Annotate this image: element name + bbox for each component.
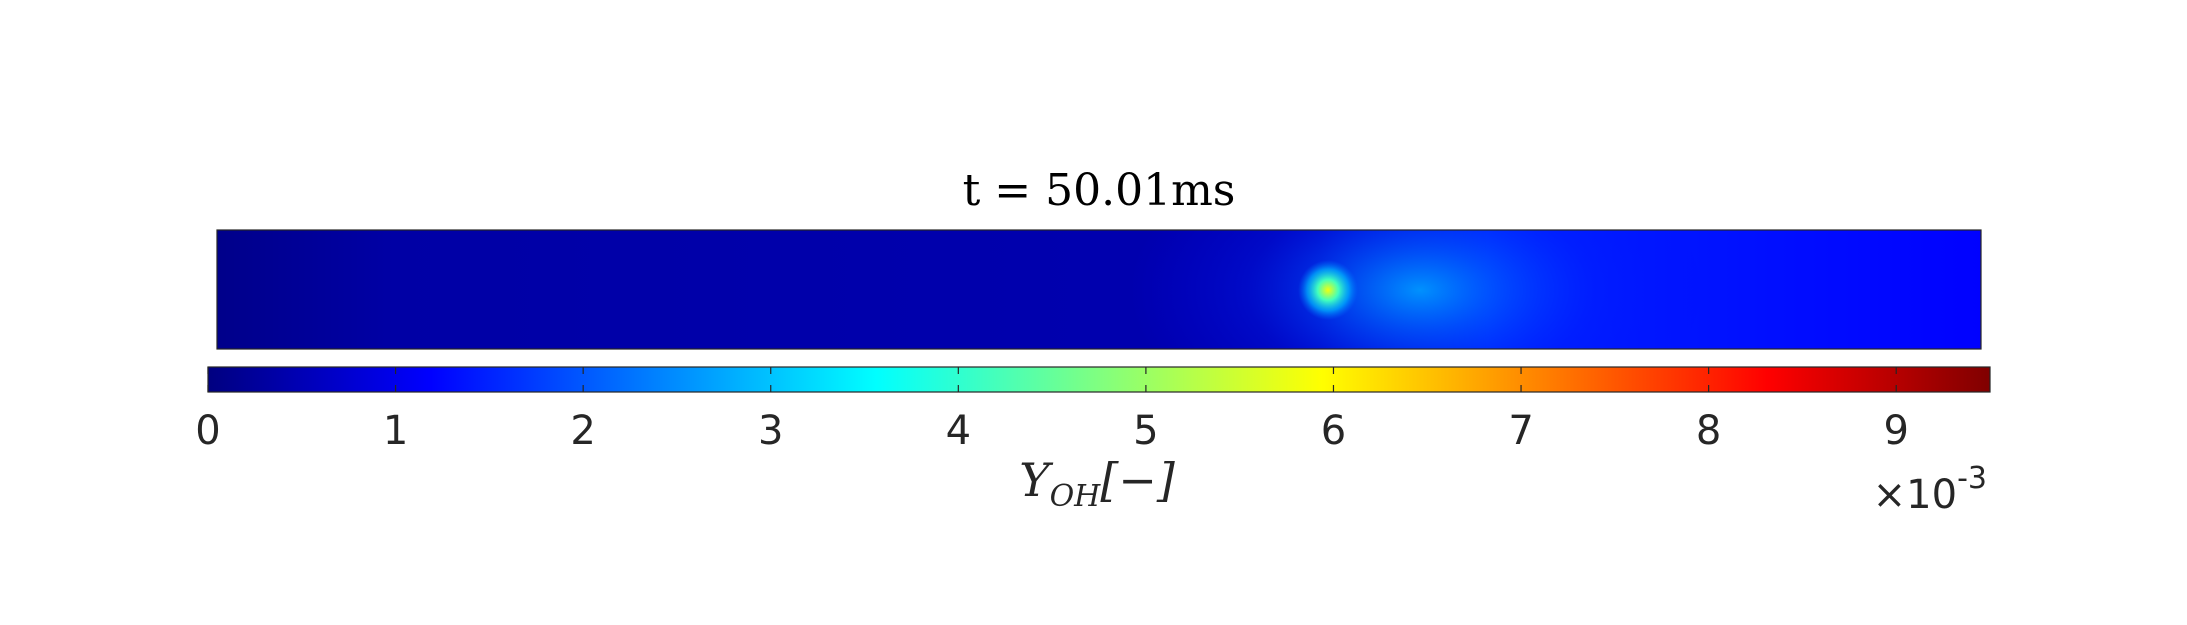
colorbar-label-main: Y [1019, 453, 1054, 507]
colorbar-tick-label: 1 [383, 408, 408, 454]
colorbar-bar [207, 366, 1991, 393]
colorbar-tick-label: 5 [1133, 408, 1158, 454]
colorbar-tick-label: 4 [946, 408, 971, 454]
field-hot-spot [1298, 260, 1358, 320]
field-plot [217, 230, 1981, 349]
colorbar-tick-label: 6 [1321, 408, 1346, 454]
colorbar-tick-label: 3 [758, 408, 783, 454]
field-plume [1130, 230, 1710, 349]
exponent-multiplier: ×10 [1873, 472, 1957, 518]
colorbar-tick-label: 2 [570, 408, 595, 454]
colorbar: 0 1 2 3 4 5 6 7 8 9 ×10-3 YOH[−] [195, 366, 1991, 518]
field-background [217, 230, 1981, 349]
colorbar-exponent: ×10-3 [1873, 461, 1987, 518]
colorbar-tick-labels: 0 1 2 3 4 5 6 7 8 9 [195, 408, 1909, 454]
colorbar-tick-label: 7 [1508, 408, 1533, 454]
colorbar-label: YOH[−] [1019, 453, 1175, 514]
exponent-power: -3 [1957, 461, 1987, 496]
field-frame [216, 229, 1982, 350]
colorbar-label-sub: OH [1050, 479, 1102, 514]
colorbar-ticks [207, 367, 1897, 392]
colorbar-label-units: [−] [1100, 453, 1174, 507]
colorbar-tick-label: 0 [195, 408, 220, 454]
colorbar-tick-label: 9 [1883, 408, 1908, 454]
colorbar-tick-label: 8 [1696, 408, 1721, 454]
chart-title: t = 50.01ms [963, 165, 1236, 216]
